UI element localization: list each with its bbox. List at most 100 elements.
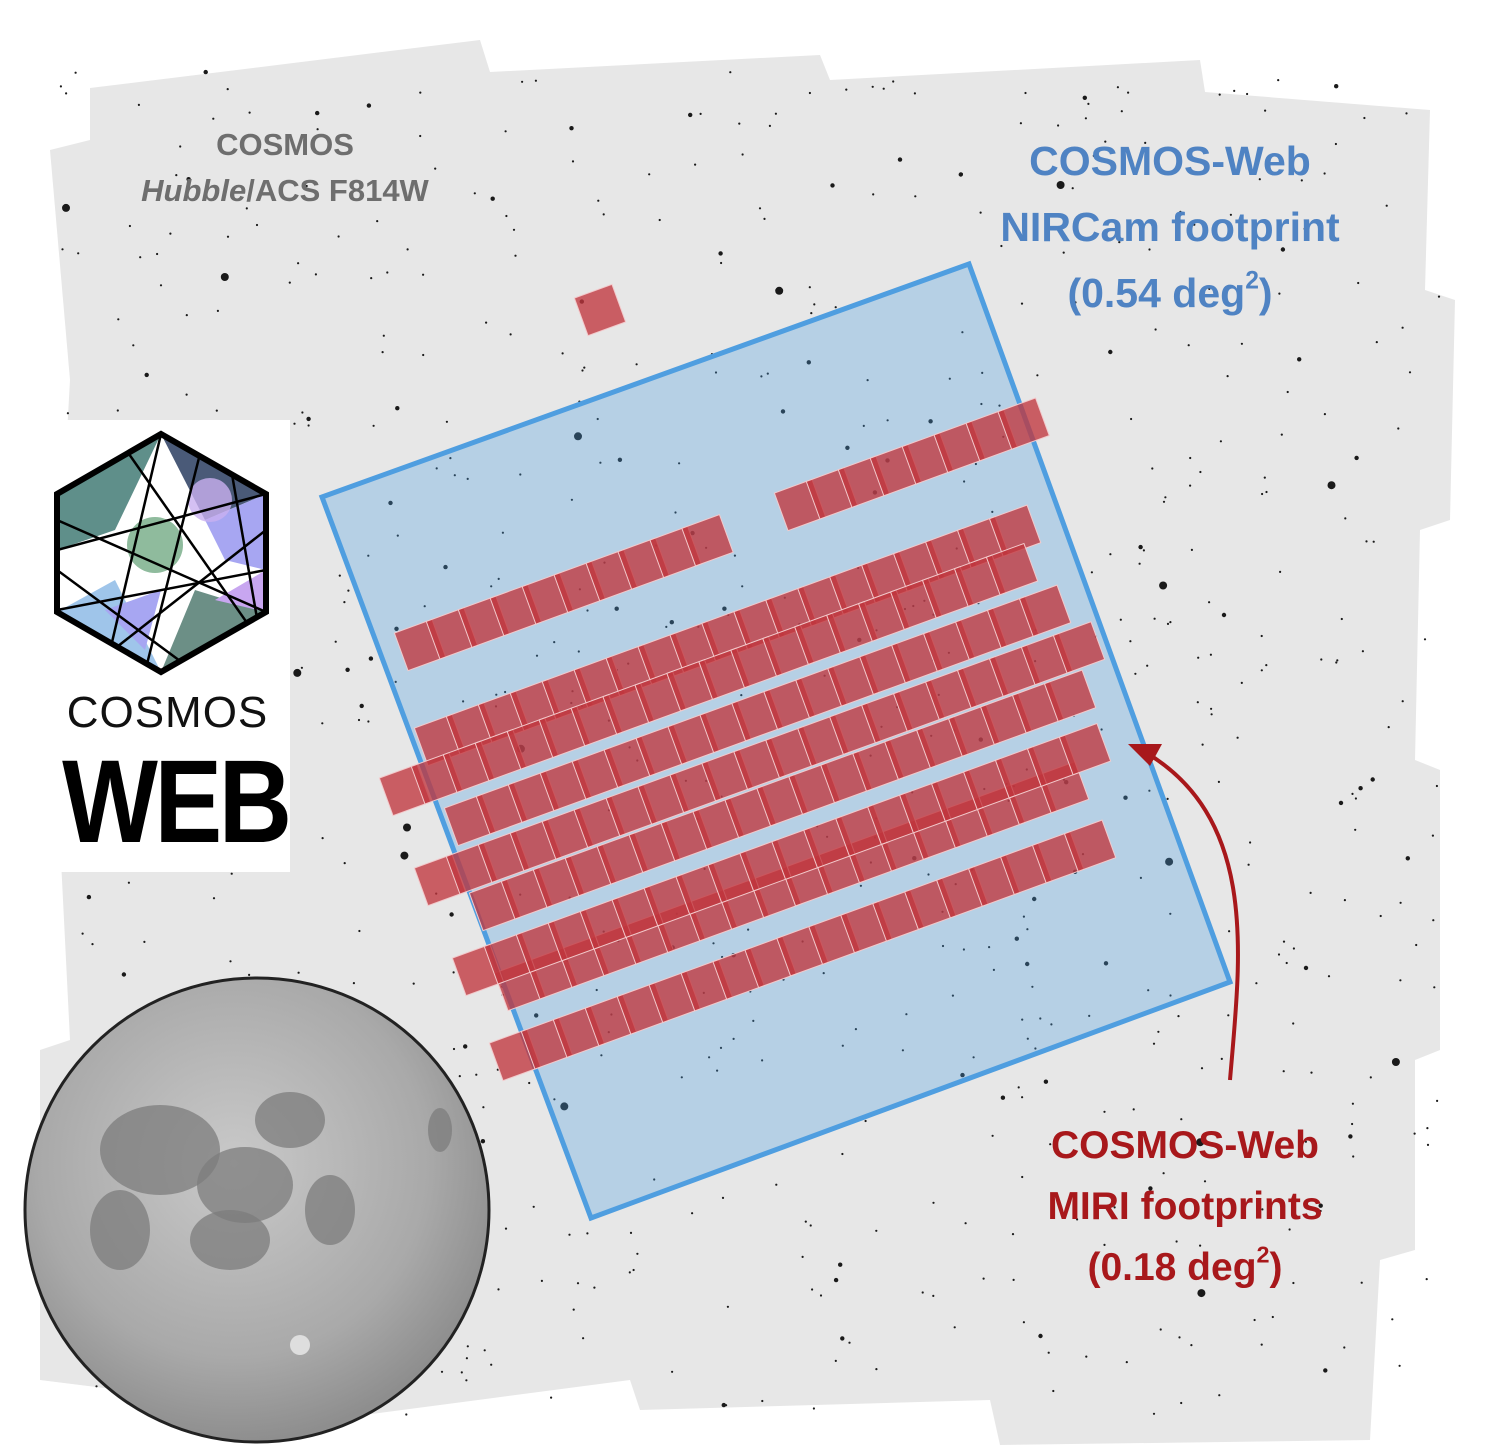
- star: [712, 942, 715, 945]
- star: [1391, 1318, 1394, 1321]
- star: [1278, 292, 1281, 295]
- miri-footprints: [378, 283, 1117, 1082]
- star: [882, 87, 885, 90]
- star: [953, 1326, 956, 1329]
- star: [1088, 1014, 1091, 1018]
- star: [780, 409, 786, 414]
- star: [1148, 789, 1151, 792]
- star: [1423, 638, 1427, 641]
- star: [86, 894, 92, 900]
- star: [979, 211, 982, 214]
- star: [1179, 210, 1182, 213]
- star: [1084, 117, 1087, 120]
- star: [453, 474, 456, 477]
- star: [1413, 1132, 1416, 1135]
- star: [1282, 940, 1286, 943]
- star: [774, 112, 778, 115]
- star: [721, 1402, 726, 1408]
- star: [230, 872, 233, 875]
- star: [1310, 1071, 1313, 1074]
- star: [775, 1183, 778, 1186]
- star: [1203, 1180, 1207, 1183]
- star: [599, 461, 602, 464]
- star: [708, 1056, 711, 1059]
- star: [1190, 1344, 1193, 1347]
- star: [1210, 713, 1213, 716]
- star: [128, 224, 131, 228]
- star: [334, 640, 337, 643]
- star: [1309, 891, 1312, 895]
- acs-label-line2: Hubble/ACS F814W: [60, 168, 510, 214]
- star: [1103, 961, 1109, 966]
- star: [359, 703, 364, 709]
- star: [914, 195, 917, 198]
- cosmos-web-logo-icon: [54, 430, 269, 676]
- star: [1397, 427, 1400, 430]
- star: [760, 375, 763, 378]
- star: [595, 988, 598, 992]
- star: [248, 973, 251, 977]
- star: [1157, 1030, 1160, 1033]
- star: [1024, 91, 1027, 95]
- star: [95, 1385, 98, 1388]
- star: [763, 217, 766, 220]
- star: [854, 1028, 858, 1031]
- miri-tile: [997, 397, 1050, 450]
- miri-tile: [1043, 669, 1097, 722]
- star: [766, 372, 769, 375]
- star: [1144, 141, 1147, 144]
- star: [572, 1308, 575, 1311]
- star: [465, 1379, 468, 1382]
- star: [1017, 1086, 1020, 1089]
- star: [1379, 914, 1382, 918]
- star: [226, 88, 229, 91]
- star: [961, 331, 964, 334]
- star: [665, 625, 668, 629]
- star: [1426, 1143, 1430, 1146]
- star: [1336, 659, 1339, 662]
- star: [747, 928, 750, 931]
- miri-area-close: ): [1269, 1246, 1283, 1289]
- star: [534, 79, 538, 82]
- star: [1348, 1134, 1353, 1139]
- star: [301, 411, 304, 414]
- star: [61, 248, 64, 251]
- star: [741, 585, 744, 588]
- star: [1000, 244, 1003, 248]
- star: [600, 1054, 603, 1057]
- star: [495, 693, 498, 696]
- star: [127, 881, 130, 884]
- star: [1127, 91, 1130, 94]
- star: [400, 851, 409, 860]
- star: [288, 281, 291, 284]
- star: [1228, 930, 1231, 933]
- star: [1109, 553, 1112, 556]
- star: [1323, 1368, 1328, 1373]
- star: [1208, 287, 1211, 290]
- star: [1190, 548, 1193, 552]
- star: [845, 445, 850, 450]
- star: [1229, 213, 1232, 216]
- star: [1087, 102, 1090, 105]
- star: [535, 654, 539, 657]
- star: [1032, 896, 1037, 902]
- star: [1405, 856, 1411, 861]
- star: [132, 344, 135, 347]
- star: [678, 462, 681, 465]
- star: [841, 1152, 844, 1156]
- star: [1193, 223, 1196, 226]
- star: [1201, 743, 1204, 746]
- star: [445, 420, 448, 423]
- star: [370, 277, 373, 280]
- star: [721, 1196, 725, 1199]
- star: [761, 1399, 764, 1403]
- star: [1255, 982, 1258, 985]
- star: [1103, 1110, 1106, 1113]
- star: [1240, 342, 1243, 345]
- star: [465, 1357, 468, 1360]
- star: [1196, 1138, 1205, 1147]
- star: [629, 1231, 633, 1234]
- star: [632, 1268, 635, 1272]
- star: [1263, 476, 1266, 479]
- star: [593, 1286, 596, 1289]
